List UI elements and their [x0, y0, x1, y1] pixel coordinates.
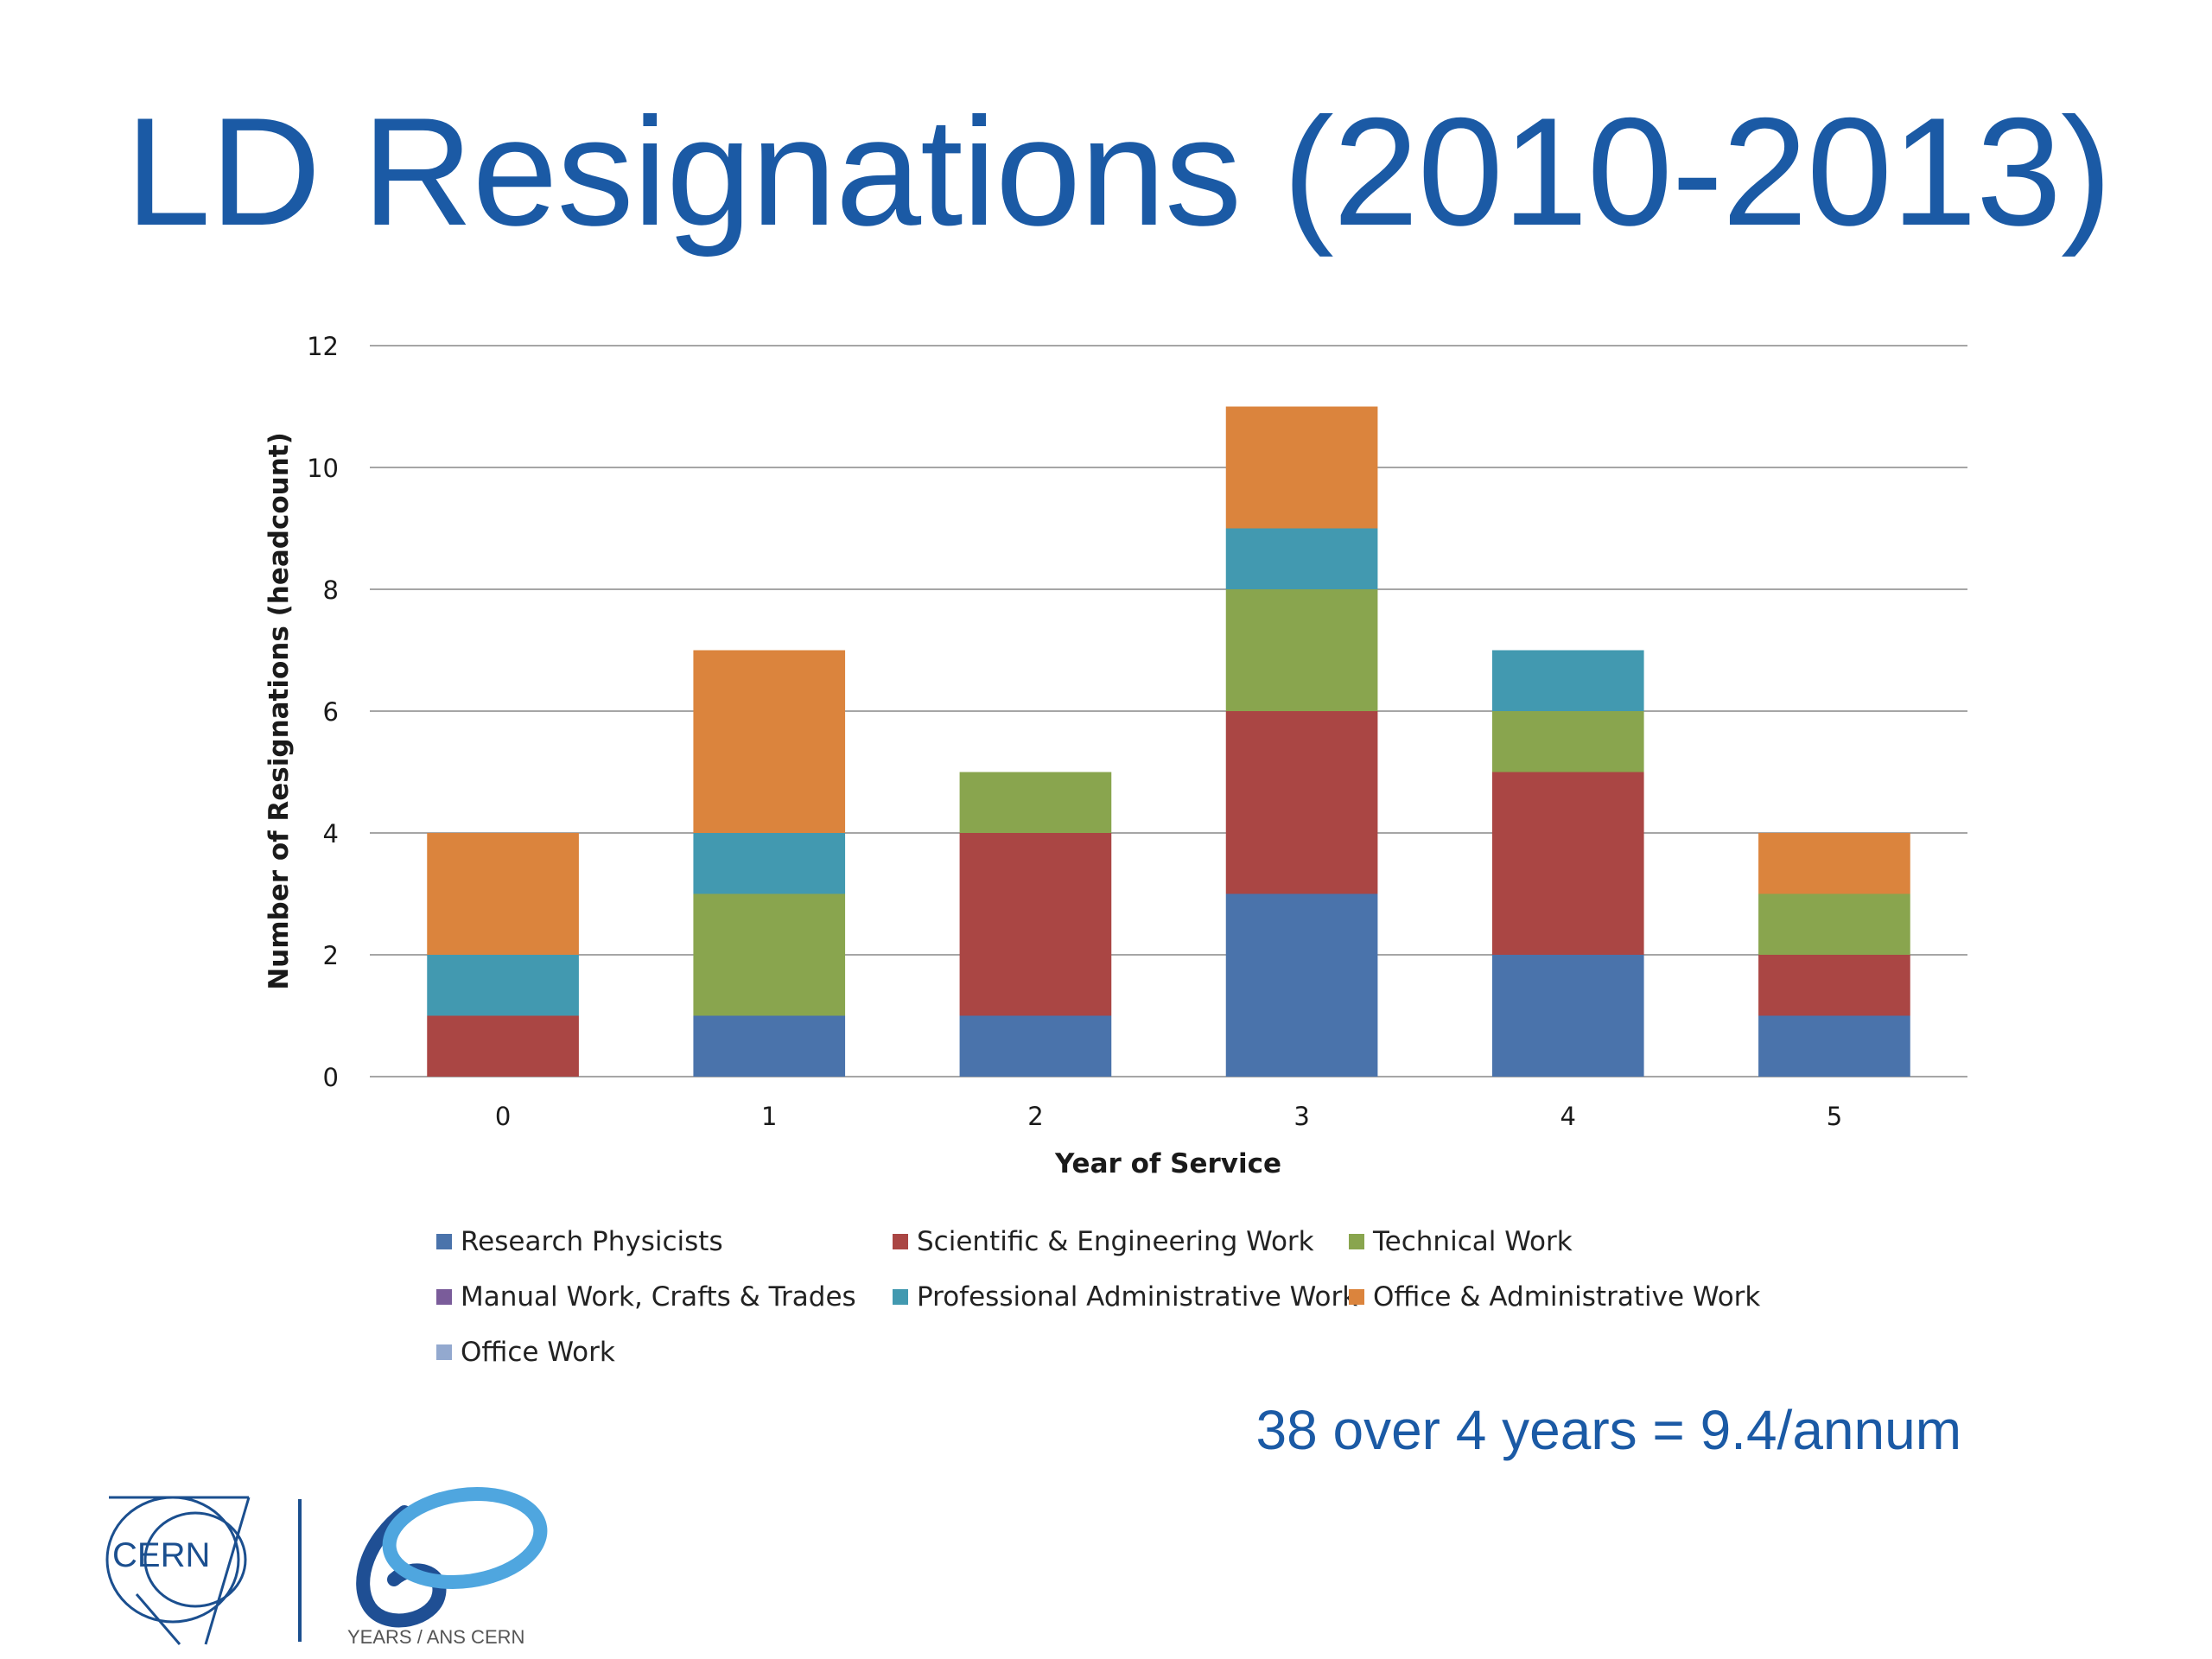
legend-swatch	[1349, 1289, 1364, 1305]
y-tick-label: 2	[323, 941, 339, 970]
x-tick-label: 5	[1827, 1102, 1842, 1131]
x-axis-title: Year of Service	[1054, 1148, 1281, 1179]
x-tick-label: 3	[1294, 1102, 1309, 1131]
bar-segment	[1491, 955, 1644, 1077]
legend-swatch	[893, 1234, 908, 1249]
logo-divider	[298, 1499, 302, 1642]
legend-swatch	[436, 1234, 452, 1249]
anniversary-logo-text: YEARS / ANS CERN	[347, 1626, 524, 1648]
summary-note: 38 over 4 years = 9.4/annum	[1255, 1399, 1962, 1461]
bars	[427, 406, 1910, 1077]
y-tick-label: 8	[323, 575, 339, 605]
bar-segment	[959, 1015, 1112, 1077]
cern-logo: CERN	[105, 1496, 251, 1645]
legend-swatch	[436, 1289, 452, 1305]
cern-logo-text: CERN	[112, 1536, 210, 1574]
bar-segment	[1491, 711, 1644, 772]
bar-segment	[693, 833, 846, 894]
legend-label: Research Physicists	[461, 1226, 723, 1257]
legend-label: Office Work	[461, 1337, 615, 1368]
legend-item: Professional Administrative Work	[893, 1281, 1357, 1313]
chart-legend: Research Physicists Scientific & Engineer…	[436, 1225, 1784, 1369]
y-tick-label: 10	[307, 454, 339, 483]
bar-segment	[693, 1015, 846, 1077]
bar-segment	[693, 650, 846, 833]
legend-item: Scientific & Engineering Work	[893, 1225, 1349, 1258]
bar-segment	[427, 1015, 579, 1077]
bar-segment	[427, 833, 579, 955]
bar-segment	[1758, 1015, 1910, 1077]
bar-segment	[1225, 711, 1378, 894]
bar-segment	[1491, 772, 1644, 955]
legend-swatch	[436, 1344, 452, 1360]
legend-item: Research Physicists	[436, 1225, 893, 1258]
bar-segment	[693, 893, 846, 1016]
bar-segment	[1758, 893, 1910, 955]
legend-label: Professional Administrative Work	[917, 1281, 1358, 1313]
legend-label: Manual Work, Crafts & Trades	[461, 1281, 856, 1313]
y-tick-label: 4	[323, 819, 339, 849]
bar-segment	[1225, 406, 1378, 529]
x-tick-label: 0	[495, 1102, 511, 1131]
x-tick-labels: 0 1 2 3 4 5	[495, 1102, 1842, 1131]
bar-segment	[1225, 528, 1378, 589]
bar-segment	[1758, 955, 1910, 1016]
legend-label: Technical Work	[1373, 1226, 1573, 1257]
y-tick-label: 0	[323, 1063, 339, 1092]
legend-item: Technical Work	[1349, 1225, 1784, 1258]
y-tick-labels: 0 2 4 6 8 10 12	[307, 332, 339, 1092]
bar-segment	[1225, 893, 1378, 1077]
bar-segment	[1225, 589, 1378, 711]
x-tick-label: 2	[1027, 1102, 1043, 1131]
cern-60-years-logo: YEARS / ANS CERN	[347, 1486, 548, 1648]
bar-segment	[1758, 833, 1910, 894]
x-tick-label: 4	[1560, 1102, 1576, 1131]
legend-item: Office & Administrative Work	[1349, 1281, 1784, 1313]
legend-swatch	[1349, 1234, 1364, 1249]
x-tick-label: 1	[761, 1102, 777, 1131]
bar-segment	[1491, 650, 1644, 711]
gridlines	[370, 345, 1967, 1077]
page-title: LD Resignations (2010-2013)	[125, 86, 2112, 257]
legend-swatch	[893, 1289, 908, 1305]
legend-label: Office & Administrative Work	[1373, 1281, 1761, 1313]
legend-item: Office Work	[436, 1336, 893, 1369]
legend-label: Scientific & Engineering Work	[917, 1226, 1314, 1257]
y-tick-label: 6	[323, 697, 339, 727]
legend-item: Manual Work, Crafts & Trades	[436, 1281, 893, 1313]
bar-segment	[427, 955, 579, 1016]
y-tick-label: 12	[307, 332, 339, 361]
y-axis-title: Number of Resignations (headcount)	[264, 432, 295, 990]
bar-segment	[959, 772, 1112, 833]
bar-segment	[959, 833, 1112, 1016]
